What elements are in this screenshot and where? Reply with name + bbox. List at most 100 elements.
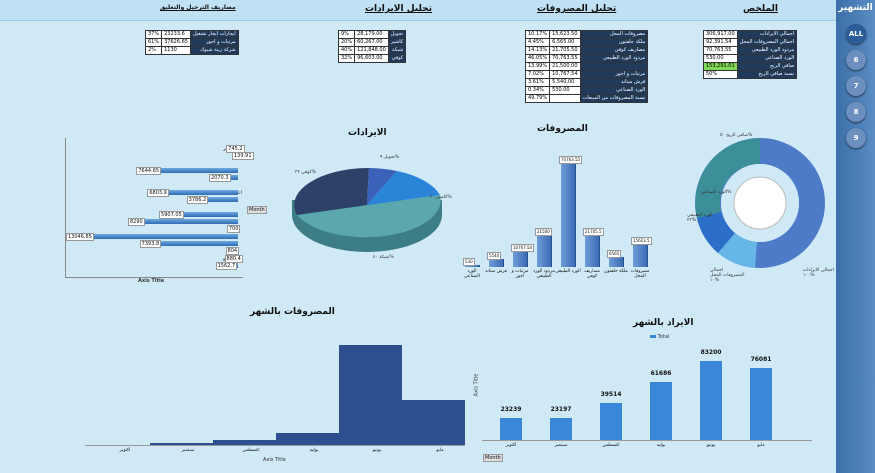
expense-cell-label: مرتبات و اجور [579,70,649,79]
income-cell-pct: 32% [337,54,356,63]
summary-row: 153,291.01 صافي الربح [703,62,798,71]
title-expense-analysis: تحليل المصروفات [537,4,617,14]
misc-row: 61% 37626.65 مرتبات و اجور [144,38,239,47]
income-month-bar [550,418,572,440]
expense-bar-category: مصاريف كوفي [584,269,600,279]
income-month-category: سبتمبر [554,443,568,448]
profit-donut-chart: صافي الربح ٥٠% الورد الطبيعي ٢٣% الورد الص… [675,128,835,298]
summary-cell-value: 153,291.01 [703,62,738,71]
expense-row: 7.02% 10,767.54 مرتبات و اجور [524,70,649,79]
title-summary: الملخص [743,4,778,14]
filter-sidebar: التشهير ALL 6 7 8 9 [836,0,875,473]
expense-row: 14.13% 21,705.50 مصاريف كوفي [524,46,649,55]
income-pie-chart: الايرادات تحويل ٩% كاشير ٢٠% شبكة ٤٠% كوفي … [285,125,452,270]
income-month-bar [750,368,772,440]
expense-cell-label: مصروفات المحل [579,30,649,39]
misc-cell-value: 37626.65 [161,38,191,47]
expense-table: 10.17% 15,623.50 مصروفات المحل 4.45% 6,565.0… [524,30,649,103]
expense-month-block-2 [213,440,276,445]
summary-row: 92,391.54 اجمالي المصروفات المحل [703,38,798,47]
summary-cell-value: 530.00 [703,54,738,63]
hbar-value-label: 5907.05 [159,211,184,219]
income-month-value: 76081 [750,356,772,364]
pie-slice-transfer [367,168,397,205]
income-cell-value: 96,603.00 [354,54,389,63]
summary-cell-label: مردود الورد الطبيعي [736,46,798,55]
summary-row: 70,763.55 مردود الورد الطبيعي [703,46,798,55]
sidebar-filter-button-9[interactable]: 9 [846,128,866,148]
sidebar-filter-button-8[interactable]: 8 [846,102,866,122]
donut-label: صافي الربح ٥٠% [720,133,753,138]
hbar-axis-title: Axis Title [138,278,165,284]
income-month-category: يونيو [706,443,716,448]
expense-bar [561,163,575,267]
expense-bar-category: الورد الطبيعي [555,269,581,274]
sidebar-filter-button-6[interactable]: 6 [846,50,866,70]
expense-cell-pct: 49.79% [524,94,551,103]
expense-month-block-4 [339,345,402,445]
hbar-value-label: 6803.9 [147,189,169,197]
income-month-category: مايو [757,443,765,448]
hbar-value-label: 700 [226,225,241,233]
misc-row: 37% 23233.6 ايجارات ايجار تشغيل [144,30,239,39]
expense-month-block-3 [276,433,339,445]
expense-cell-label: مصاريف كوفي [579,46,649,55]
expense-month-category: اغسطس [242,448,260,453]
summary-cell-label: اجمالي الايرادات [736,30,798,39]
expense-month-axis-title: Axis Title [263,457,286,463]
expense-bar-title: المصروفات [537,124,588,134]
income-cell-label: كاشير [387,38,407,47]
income-month-value: 23239 [500,406,522,414]
misc-row: 2% 1130 شركة زينة شبوك [144,46,239,55]
pie-label: كاشير ٢٠% [430,195,452,200]
income-month-filter-button[interactable]: Month [483,454,503,462]
income-month-category: يوليه [656,443,666,448]
expense-month-block-5 [402,400,465,445]
expense-row: 46.05% 70,763.55 مردود الورد الطبيعي [524,54,649,63]
donut-label: اجمالي المصروفات المحل ١٠% [710,268,745,283]
income-month-bar [700,361,722,440]
income-row: 40% 121,848.00 شبكة [337,46,407,55]
pie-slice-cashier [367,171,440,205]
sidebar-filter-button-7[interactable]: 7 [846,76,866,96]
expense-bar [489,258,503,267]
pie-label: تحويل ٩% [380,155,400,160]
expense-cell-value [549,94,581,103]
expense-cell-pct: 10.17% [524,30,551,39]
hbar-value-label: 3786.2 [186,196,209,204]
income-cell-pct: 20% [337,38,356,47]
expense-row: 0.34% 530.00 الورد الصناعي [524,86,649,95]
expense-month-category: مايو [436,448,444,453]
income-month-legend: Total [650,334,669,340]
expense-month-category: يوليه [309,448,319,453]
expense-month-block-1 [150,443,213,445]
expense-cell-label: نسبة المصروفات من المبيعات [579,94,649,103]
hbar-value-label: 7644.65 [136,167,162,175]
income-month-bar [600,402,622,440]
income-cell-label: كوفي [387,54,407,63]
income-row: 32% 96,603.00 كوفي [337,54,407,63]
expense-bar-value: 10767.54 [511,244,535,253]
sidebar-title: التشهير [838,3,873,13]
misc-cell-pct: 2% [144,46,163,55]
expense-bar-value: 15623.5 [631,237,652,246]
expense-bar-category: مصروفات المحل [630,269,650,279]
hbar-bar [129,219,238,224]
expense-month-title: المصروفات بالشهر [250,307,335,317]
hbar-value-label: 139.91 [232,152,254,160]
expense-cell-value: 21,500.00 [549,62,581,71]
income-row: 20% 60,267.00 كاشير [337,38,407,47]
misc-cell-label: ايجارات ايجار تشغيل [189,30,239,39]
expense-month-category: اكتوبر [119,448,131,453]
summary-row: 530.00 الورد الصناعي [703,54,798,63]
summary-table: 306,917.00 اجمالي الايرادات 92,391.54 اجمال… [703,30,798,79]
income-cell-value: 60,267.00 [354,38,389,47]
expense-bar [585,235,599,267]
hbar-filter-button[interactable]: Month [247,206,267,214]
sidebar-filter-button-ALL[interactable]: ALL [846,24,866,44]
expense-bar-value: 70763.55 [559,156,583,165]
expense-cell-pct: 7.02% [524,70,551,79]
donut-natural-roses [718,233,757,268]
summary-cell-value: 92,391.54 [703,38,738,47]
expense-cell-value: 21,705.50 [549,46,581,55]
